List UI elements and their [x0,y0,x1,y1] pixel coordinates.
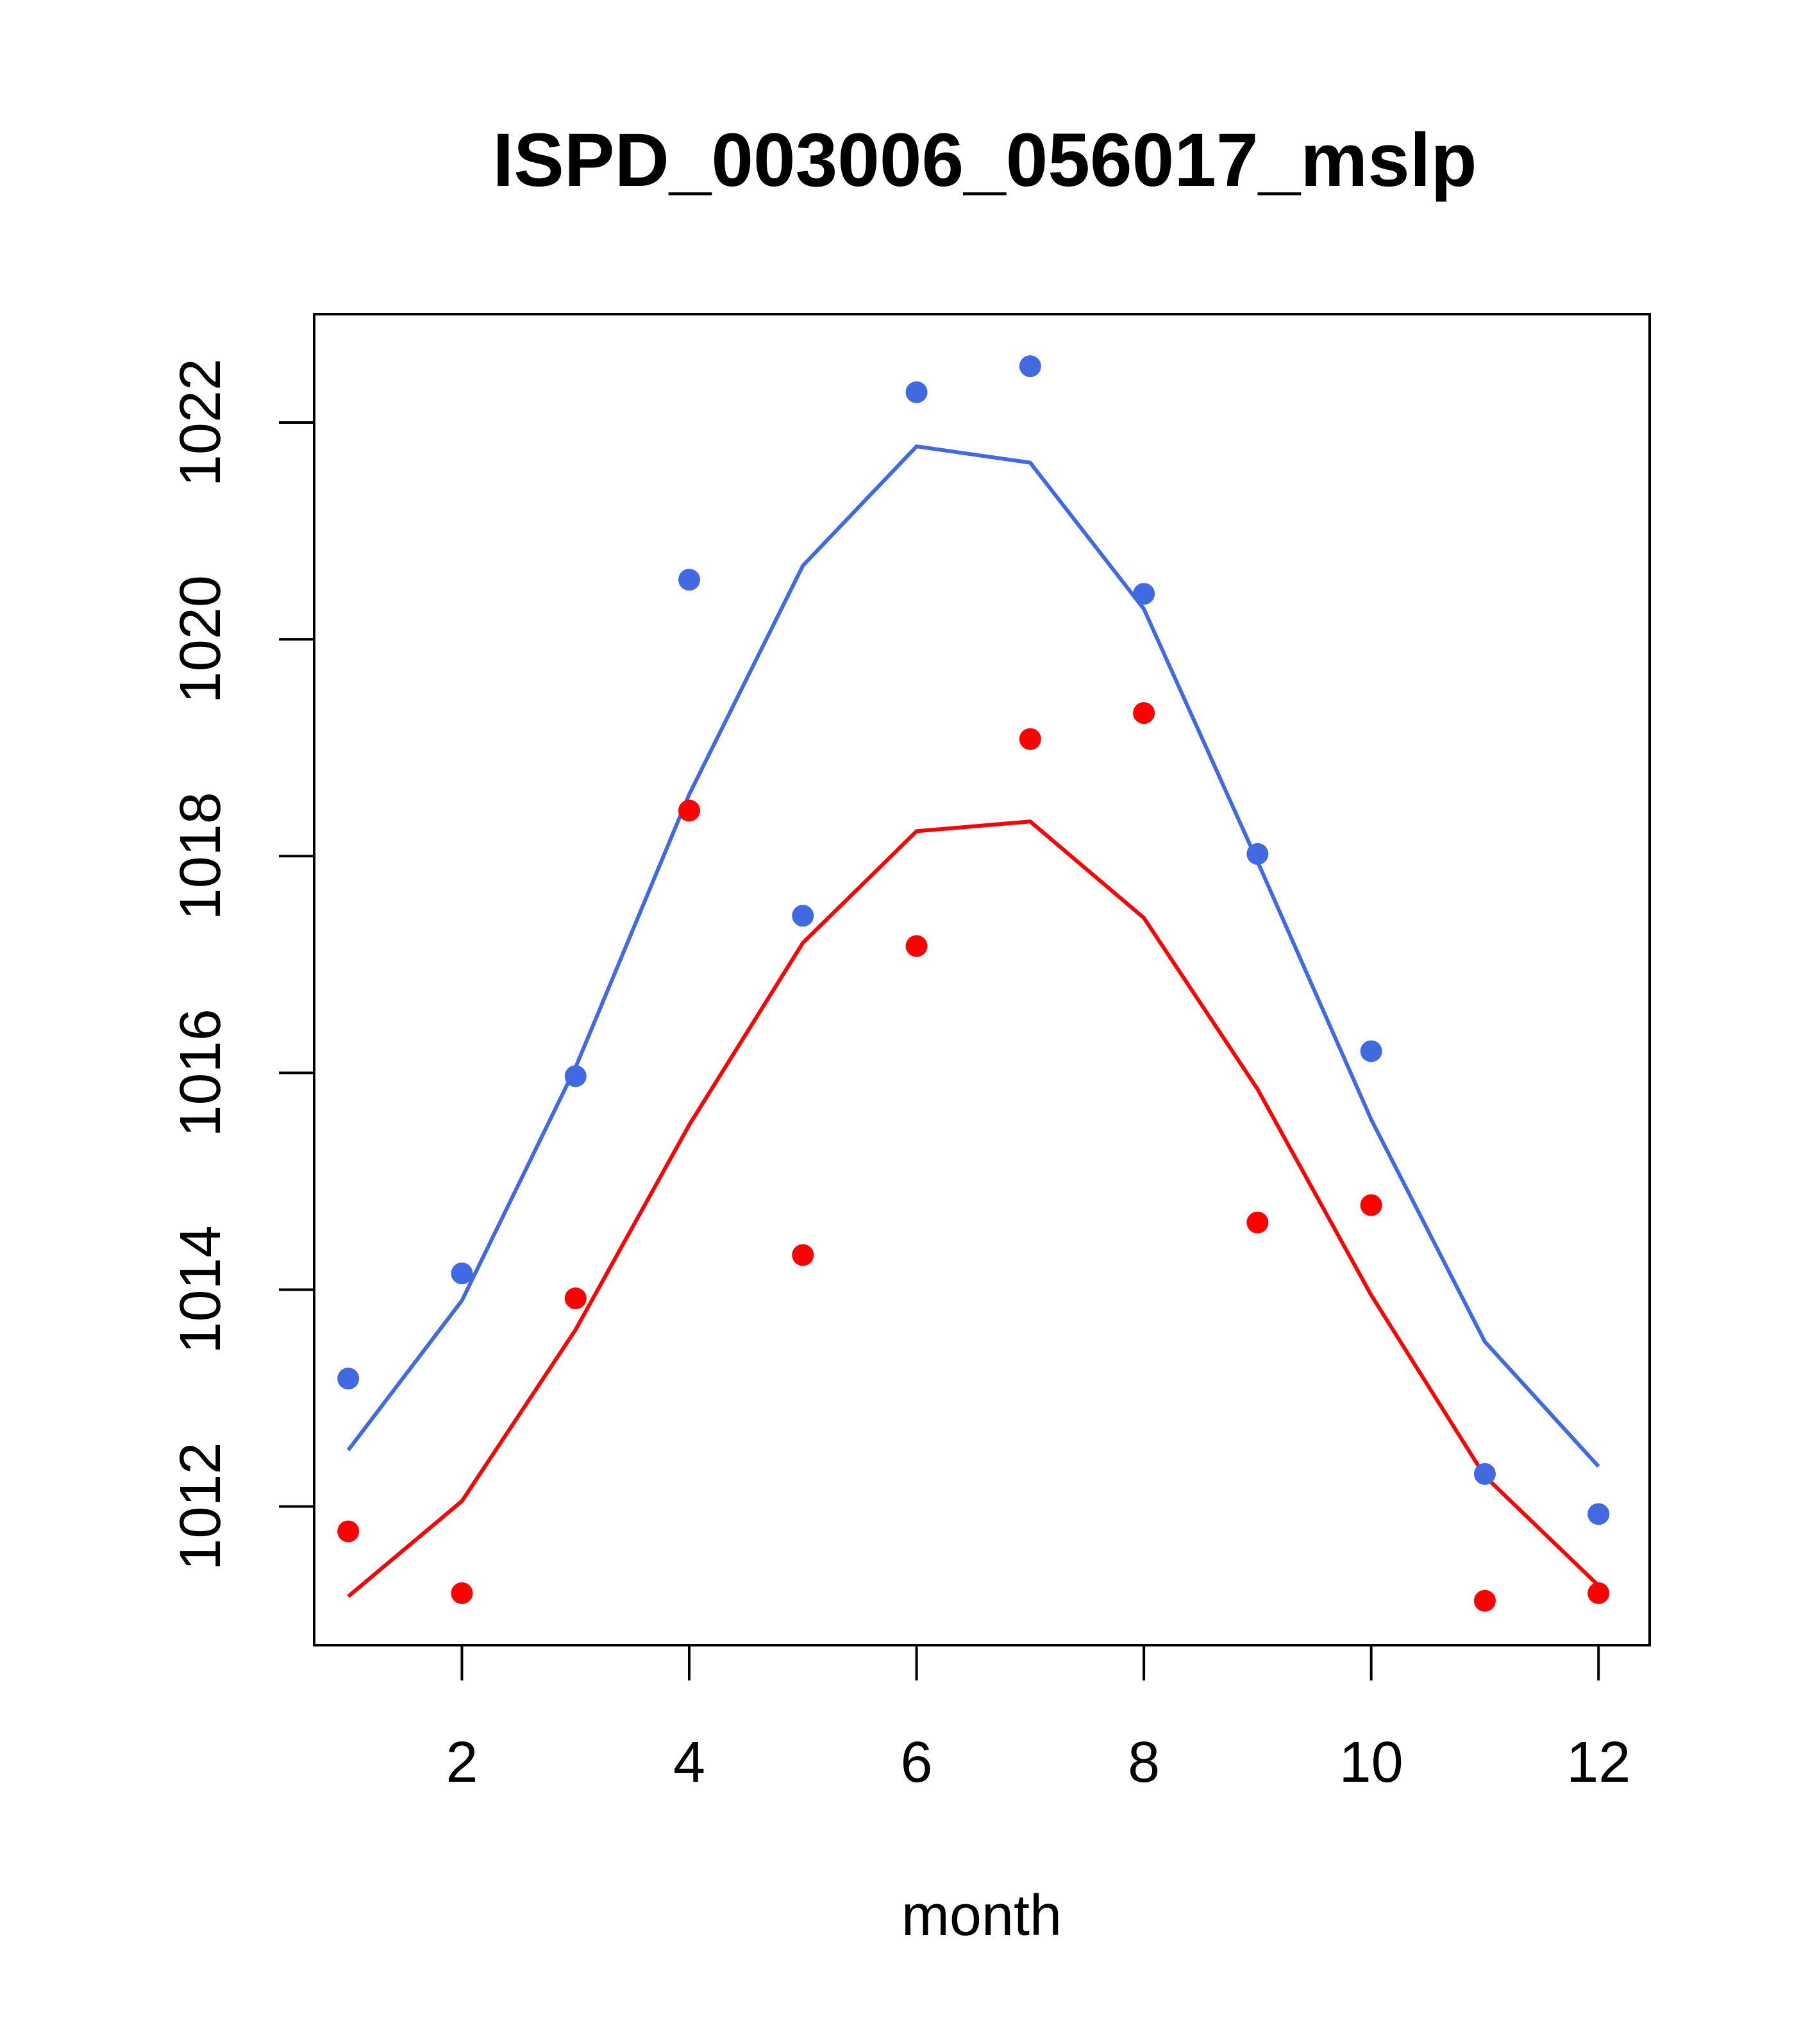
x-axis-label: month [901,1884,1062,1948]
blue-point-12 [1587,1503,1610,1525]
y-tick-label: 1014 [169,1225,233,1353]
y-axis: 1012 1014 1016 1018 1020 1022 [169,358,314,1571]
red-point-6 [905,935,928,957]
y-tick-label: 1016 [169,1009,233,1137]
red-point-9 [1246,1211,1269,1234]
y-tick-label: 1020 [169,575,233,703]
x-tick-label: 2 [446,1730,478,1795]
blue-point-4 [678,569,701,591]
x-tick-label: 8 [1128,1730,1160,1795]
x-tick-label: 10 [1339,1730,1403,1795]
red-point-2 [451,1582,473,1604]
chart-title: ISPD_003006_056017_mslp [492,118,1477,203]
red-line [347,819,1600,1598]
blue-point-5 [792,905,814,927]
blue-line [346,444,1600,1468]
red-point-10 [1360,1194,1382,1216]
blue-point-7 [1019,355,1041,378]
blue-point-9 [1246,842,1269,865]
y-tick-label: 1022 [169,358,233,487]
blue-point-6 [905,381,928,403]
y-tick-label: 1012 [169,1442,233,1570]
blue-point-1 [337,1368,360,1390]
plot-frame [313,313,1651,1646]
blue-point-11 [1473,1462,1496,1485]
red-point-5 [792,1244,814,1266]
red-point-8 [1133,702,1155,725]
y-tick-label: 1018 [169,792,233,920]
red-point-11 [1473,1589,1496,1612]
series-points [337,355,1610,1612]
red-point-4 [678,800,701,822]
series-lines [346,444,1600,1598]
blue-point-2 [451,1262,473,1285]
blue-point-3 [564,1065,587,1087]
red-point-12 [1587,1582,1610,1604]
blue-point-8 [1133,583,1155,605]
x-axis: 2 4 6 8 10 12 [446,1645,1630,1795]
x-tick-label: 4 [673,1730,705,1795]
x-tick-label: 12 [1566,1730,1630,1795]
blue-point-10 [1360,1040,1382,1062]
red-point-3 [564,1287,587,1310]
red-point-1 [337,1520,360,1543]
x-tick-label: 6 [901,1730,933,1795]
red-point-7 [1019,728,1041,750]
